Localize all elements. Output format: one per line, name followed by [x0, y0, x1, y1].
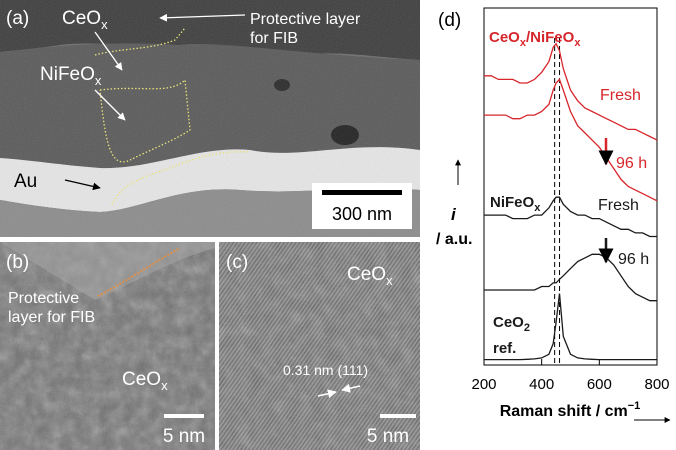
panel-tag: (c) — [226, 252, 248, 273]
group-label: CeOx/NiFeOx — [489, 29, 581, 49]
x-tick-label: 800 — [644, 376, 669, 393]
group-label: CeO2 — [493, 314, 530, 334]
panel-a — [0, 0, 420, 237]
group-note: ref. — [493, 340, 516, 357]
spectrum — [484, 78, 658, 202]
text-part: x — [574, 37, 581, 49]
x-tick-label: 200 — [471, 376, 496, 393]
spectrum — [484, 42, 658, 141]
series-label: Fresh — [600, 87, 641, 104]
x-axis-label: Raman shift / cm−1 — [500, 400, 641, 420]
spectrum — [484, 293, 657, 361]
x-tick-label: 400 — [529, 376, 554, 393]
panel-tag: (d) — [438, 10, 461, 31]
scale-label: 300 nm — [332, 204, 392, 224]
text-part: CeO — [489, 29, 520, 46]
y-axis-label: i — [451, 205, 457, 224]
text-part: x — [534, 202, 541, 214]
label: layer for FIB — [8, 309, 95, 326]
plot-frame — [483, 7, 658, 366]
series-label: 96 h — [616, 155, 647, 172]
raman-chart: (d) i / a.u. Raman shift / cm−1 200 400 60… — [436, 7, 671, 423]
text-part: CeO — [493, 314, 524, 331]
label: CeOx — [122, 369, 168, 393]
text-part: x — [520, 37, 527, 49]
y-axis-label: / a.u. — [436, 231, 472, 248]
panel-tag: (a) — [6, 8, 29, 29]
panel-b — [0, 242, 215, 450]
scale-label: 5 nm — [367, 426, 409, 447]
label: 0.31 nm (111) — [283, 362, 368, 378]
panel-c — [219, 242, 420, 450]
spectrum — [484, 196, 657, 238]
label: CeOx — [347, 264, 393, 288]
label: for FIB — [250, 30, 298, 47]
series-label: 96 h — [618, 251, 649, 268]
text-part: /NiFeO — [526, 29, 575, 46]
panel-tag: (b) — [6, 252, 29, 273]
text-part: 2 — [524, 322, 530, 334]
spectrum — [484, 253, 657, 302]
x-tick-label: 600 — [587, 376, 612, 393]
group-label: NiFeOx — [490, 194, 541, 214]
text-part: NiFeO — [490, 194, 535, 211]
label: NiFeOx — [40, 64, 102, 88]
label: Protective layer — [250, 11, 361, 28]
label: CeOx — [62, 8, 108, 32]
label: Au — [14, 171, 37, 192]
scale-label: 5 nm — [163, 426, 205, 447]
label: Protective — [8, 290, 79, 307]
series-label: Fresh — [598, 197, 639, 214]
